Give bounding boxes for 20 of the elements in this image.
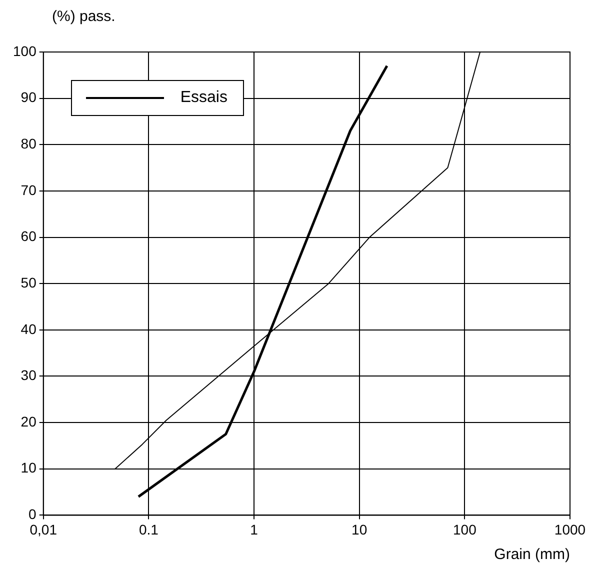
y-tick-label: 90 bbox=[20, 89, 37, 106]
y-tick-label: 100 bbox=[13, 42, 37, 59]
y-tick-label: 80 bbox=[20, 136, 37, 152]
y-tick-label: 10 bbox=[20, 460, 37, 476]
x-tick-label: 10 bbox=[352, 521, 368, 538]
x-tick-label: 100 bbox=[452, 521, 477, 538]
x-tick-label: 1000 bbox=[554, 521, 586, 538]
y-tick-label: 50 bbox=[20, 274, 37, 290]
x-tick-label: 1 bbox=[250, 521, 258, 538]
y-axis-title: (%) pass. bbox=[52, 8, 116, 25]
x-tick-label: 0,01 bbox=[30, 521, 58, 538]
x-tick-label: 0.1 bbox=[138, 521, 159, 538]
x-axis-title: Grain (mm) bbox=[494, 546, 570, 564]
y-tick-label: 60 bbox=[20, 228, 37, 244]
y-tick-label: 30 bbox=[20, 367, 37, 384]
y-tick-label: 70 bbox=[20, 182, 37, 198]
y-tick-label: 0 bbox=[28, 506, 37, 522]
y-tick-label: 40 bbox=[20, 320, 37, 337]
y-tick-label: 20 bbox=[20, 413, 37, 430]
legend-label: Essais bbox=[180, 89, 228, 107]
